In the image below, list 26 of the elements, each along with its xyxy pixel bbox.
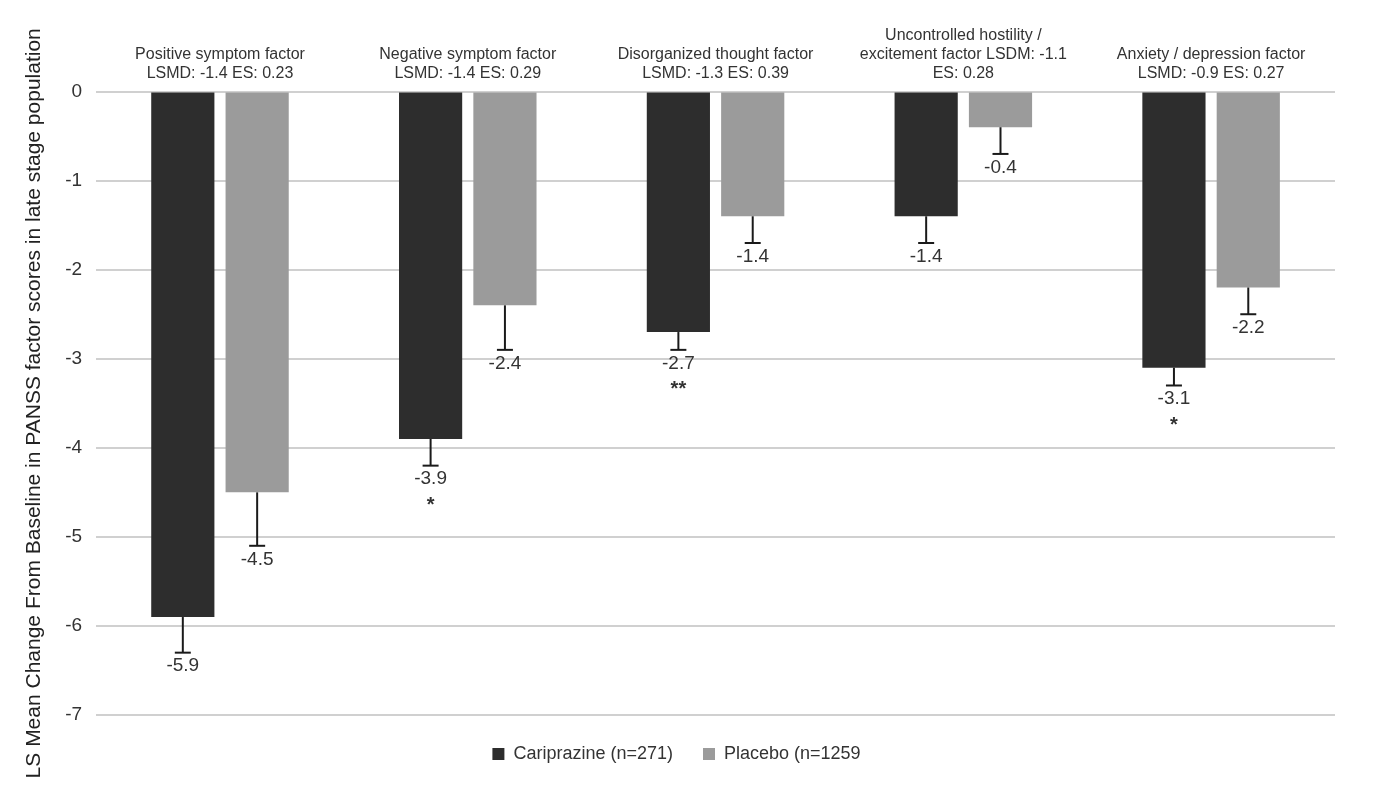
x-tick-label: Anxiety / depression factor LSMD: -0.9 ES: 0.27: [1116, 45, 1307, 82]
y-tick-label: -1: [65, 168, 83, 190]
data-label: -3.1 *: [1157, 387, 1191, 435]
data-label: -3.9 *: [414, 467, 447, 516]
data-label: -5.9: [166, 654, 200, 676]
y-tick-label: -3: [65, 347, 83, 369]
y-tick-label: -7: [65, 703, 83, 725]
data-label: -1.4: [736, 244, 770, 266]
data-label: -2.4: [488, 351, 522, 373]
data-label: -2.2: [1231, 315, 1265, 337]
x-tick-label: Disorganized thought factor LSMD: -1.3 ES: 0.39: [617, 45, 815, 82]
y-tick-label: -6: [65, 614, 83, 636]
y-tick-label: 0: [71, 79, 83, 101]
data-label: -4.5: [240, 547, 274, 569]
y-tick-label: -2: [65, 257, 83, 279]
x-tick-label: Uncontrolled hostility / excitement factor LSDM: -1.1 ES: 0.28: [859, 26, 1068, 82]
x-tick-label: Positive symptom factor LSMD: -1.4 ES: 0.23: [135, 45, 306, 82]
data-label: -1.4: [909, 244, 943, 266]
legend-label: Cariprazine (n=271): [513, 742, 673, 763]
y-tick-label: -5: [65, 525, 83, 547]
legend-label: Placebo (n=1259: [723, 742, 861, 763]
y-axis-title: LS Mean Change From Baseline in PANSS factor scores in late stage population: [21, 28, 45, 779]
data-label: -2.7 **: [662, 351, 695, 400]
data-label: -0.4: [984, 155, 1018, 177]
x-tick-label: Negative symptom factor LSMD: -1.4 ES: 0.29: [379, 45, 557, 82]
y-tick-label: -4: [65, 436, 83, 458]
